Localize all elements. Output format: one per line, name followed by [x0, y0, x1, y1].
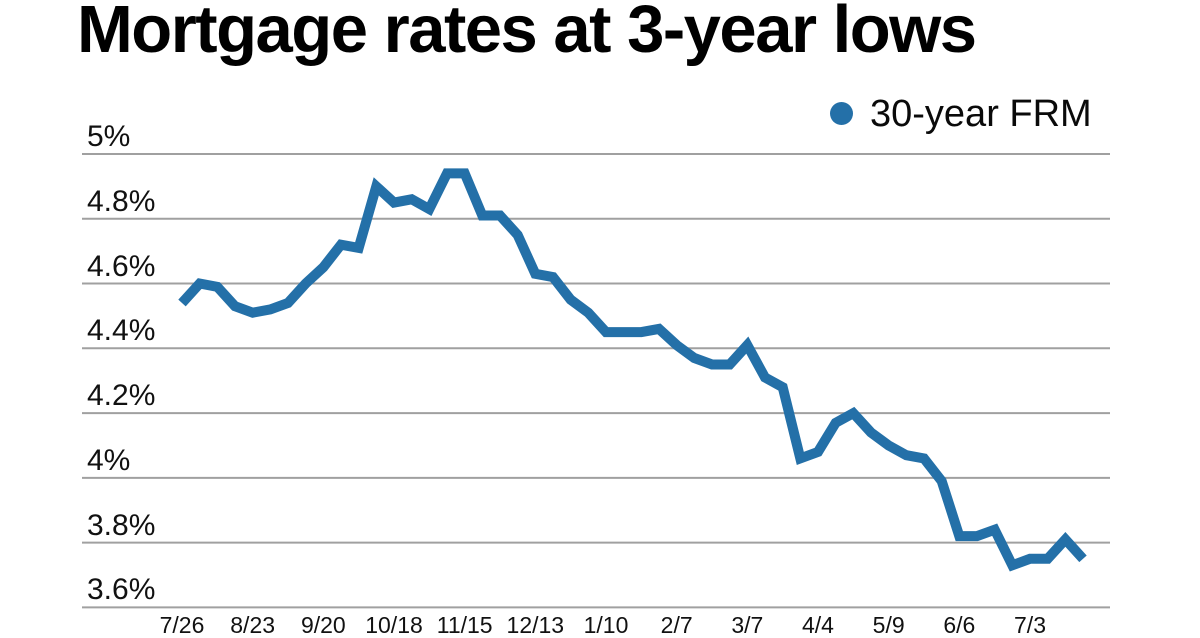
y-axis-tick-label: 4%	[87, 443, 131, 477]
y-axis-tick-label: 4.4%	[87, 314, 156, 348]
legend-dot-icon	[830, 102, 853, 125]
data-line-30-year-frm	[178, 168, 1087, 572]
y-axis-tick-label: 5%	[87, 120, 131, 153]
y-axis-tick-label: 4.2%	[87, 379, 156, 413]
chart-title: Mortgage rates at 3-year lows	[77, 0, 977, 67]
y-axis-tick-label: 4.8%	[87, 184, 156, 218]
y-axis-tick-label: 3.8%	[87, 508, 156, 542]
y-axis-tick-label: 3.6%	[87, 573, 156, 607]
legend-label: 30-year FRM	[870, 93, 1092, 135]
x-axis-tick-label: 7/3	[1014, 612, 1046, 638]
y-axis-tick-label: 4.6%	[87, 249, 156, 283]
